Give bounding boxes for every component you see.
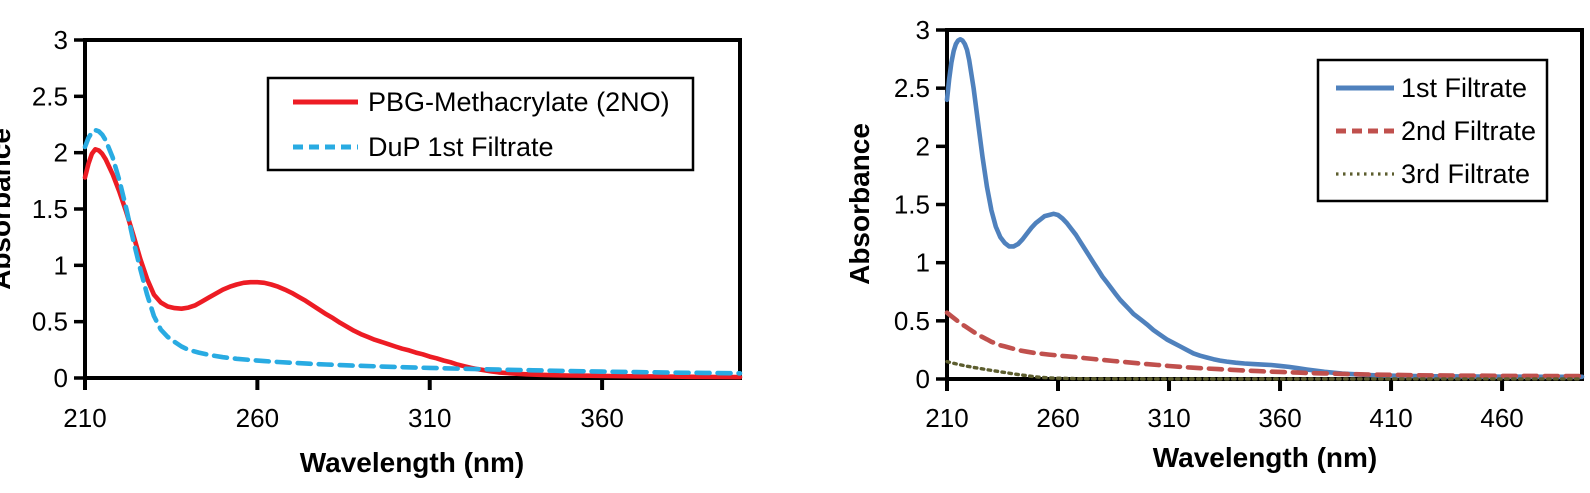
legend-box [266, 76, 695, 172]
y-tick-label: 2.5 [32, 81, 68, 111]
y-tick-label: 0.5 [32, 307, 68, 337]
x-tick-label: 310 [1147, 403, 1190, 433]
y-tick-label: 1.5 [32, 194, 68, 224]
legend-label: 3rd Filtrate [1401, 159, 1530, 189]
right-y-axis-title: Absorbance [844, 123, 875, 285]
x-tick-label: 260 [1036, 403, 1079, 433]
x-tick-label: 360 [1258, 403, 1301, 433]
legend-label: 1st Filtrate [1401, 73, 1527, 103]
right-x-axis-title: Wavelength (nm) [1153, 442, 1378, 473]
x-tick-label: 210 [925, 403, 968, 433]
y-tick-label: 0 [916, 364, 930, 394]
curve-3rd-filtrate [945, 359, 1584, 381]
left-chart-dynamic-layer: 0 0.5 1 1.5 2 2.5 3 210 260 310 360 PBG-Methacrylat… [32, 25, 743, 433]
y-tick-label: 2 [54, 138, 68, 168]
x-tick-label: 310 [408, 403, 451, 433]
curve-2nd-filtrate [944, 310, 1585, 379]
legend-label: DuP 1st Filtrate [368, 132, 554, 162]
curve-pbg-methacrylate-2no- [82, 147, 743, 380]
y-tick-label: 3 [54, 25, 68, 55]
x-tick-label: 260 [236, 403, 279, 433]
y-tick-label: 2 [916, 131, 930, 161]
right-chart-panel: 0 0.5 1 1.5 2 2.5 3 210 260 310 360 410 460 1st Filtr… [795, 0, 1590, 493]
legend-label: PBG-Methacrylate (2NO) [368, 87, 670, 117]
left-y-axis-title: Absorbance [0, 128, 16, 290]
x-tick-label: 410 [1369, 403, 1412, 433]
legend-label: 2nd Filtrate [1401, 116, 1536, 146]
y-tick-label: 3 [916, 15, 930, 45]
y-tick-label: 0 [54, 363, 68, 393]
y-tick-label: 0.5 [894, 306, 930, 336]
left-x-axis-title: Wavelength (nm) [300, 447, 525, 478]
x-tick-label: 210 [63, 403, 106, 433]
y-tick-label: 1 [54, 250, 68, 280]
right-chart-dynamic-layer: 0 0.5 1 1.5 2 2.5 3 210 260 310 360 410 460 1st Filtr… [894, 15, 1585, 433]
curve-dup-1st-filtrate [82, 127, 743, 376]
x-tick-label: 460 [1480, 403, 1523, 433]
uv-vis-chart-left: 0 0.5 1 1.5 2 2.5 3 210 260 310 360 PBG-Methacrylat… [0, 25, 743, 478]
y-tick-label: 2.5 [894, 73, 930, 103]
y-tick-label: 1.5 [894, 190, 930, 220]
y-tick-label: 1 [916, 248, 930, 278]
uv-vis-chart-right: 0 0.5 1 1.5 2 2.5 3 210 260 310 360 410 460 1st Filtr… [844, 15, 1585, 473]
left-chart-panel: 0 0.5 1 1.5 2 2.5 3 210 260 310 360 PBG-Methacrylat… [0, 25, 743, 478]
x-tick-label: 360 [580, 403, 623, 433]
